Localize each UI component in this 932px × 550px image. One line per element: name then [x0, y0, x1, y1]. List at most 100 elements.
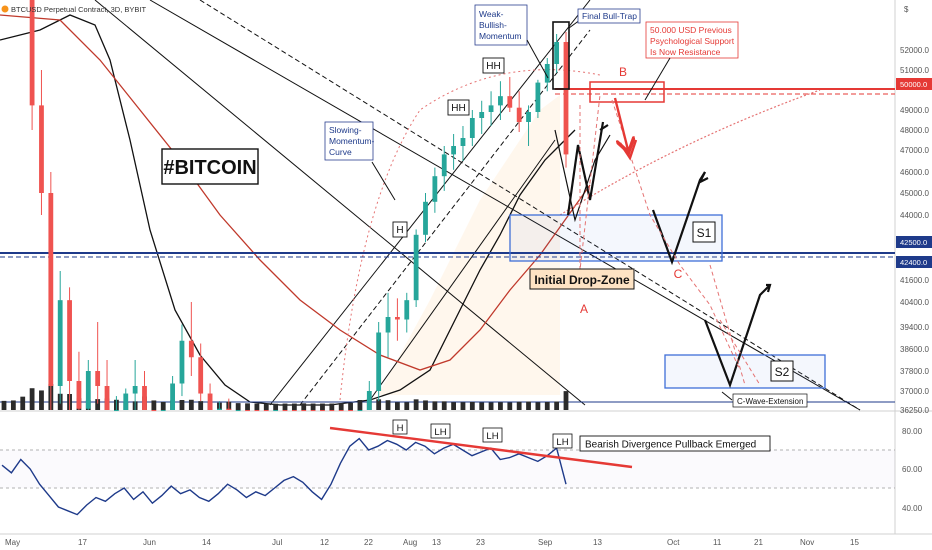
- price-axis-tick: 38600.0: [900, 345, 929, 354]
- candle-body: [554, 42, 560, 64]
- candle-body: [57, 300, 63, 386]
- title-text: #BITCOIN: [163, 157, 256, 179]
- volume-bar: [451, 402, 456, 410]
- annotation-title: #BITCOIN: [161, 148, 259, 185]
- arrow-b-head: [619, 139, 638, 161]
- symbol-logo-icon: [1, 5, 9, 13]
- svg-text:Slowing-: Slowing-: [329, 125, 362, 135]
- rsi-label-lh-1: LH: [430, 423, 451, 439]
- candle-body: [29, 0, 35, 106]
- svg-text:50.000 USD Previous: 50.000 USD Previous: [650, 25, 732, 35]
- volume-bar: [320, 403, 325, 410]
- svg-text:LH: LH: [486, 431, 498, 442]
- candle-body: [563, 42, 569, 155]
- price-axis-highlight: [896, 78, 932, 90]
- volume-bar: [460, 402, 466, 410]
- volume-bar: [245, 403, 250, 410]
- volume-bar: [395, 402, 400, 410]
- annotation-weak-bullish: Weak- Bullish- Momentum: [474, 4, 528, 46]
- candle-body: [507, 96, 513, 108]
- volume-bar: [348, 402, 353, 410]
- price-axis-tick: 37000.0: [900, 387, 929, 396]
- candle-body: [48, 193, 54, 386]
- candle-body: [338, 410, 344, 411]
- svg-text:HH: HH: [486, 61, 500, 72]
- wave-label-b: B: [619, 65, 627, 79]
- candle-body: [160, 410, 166, 411]
- candle-body: [310, 410, 316, 411]
- support-zone-s2[interactable]: [664, 354, 826, 389]
- svg-text:Bullish-: Bullish-: [479, 20, 507, 30]
- price-axis-tick: 51000.0: [900, 66, 929, 75]
- volume-bar: [188, 399, 194, 410]
- dotted-curve-upper: [339, 69, 601, 401]
- annotation-bearish-divergence: Bearish Divergence Pullback Emerged: [579, 435, 771, 452]
- arrow-b-down: [613, 97, 628, 150]
- time-axis-tick: Sep: [538, 538, 553, 547]
- support-zone-s1[interactable]: [509, 214, 723, 262]
- svg-text:Weak-: Weak-: [479, 9, 504, 19]
- price-axis-highlight: [896, 236, 932, 248]
- candle-body: [460, 138, 466, 146]
- resistance-zone-box[interactable]: [589, 81, 665, 103]
- candle-body: [516, 107, 522, 122]
- volume-bar: [263, 403, 269, 410]
- candle-body: [423, 201, 428, 235]
- time-axis-tick: Nov: [800, 538, 814, 547]
- candle-body: [235, 410, 241, 411]
- time-axis-tick: Aug: [403, 538, 417, 547]
- volume-bar: [95, 399, 101, 410]
- chart-header: BTCUSD Perpetual Contract, 3D, BYBIT: [1, 5, 146, 14]
- bull-trap-box[interactable]: [552, 21, 570, 90]
- rsi-band: [0, 450, 895, 488]
- svg-text:LH: LH: [434, 427, 446, 438]
- candle-body: [123, 393, 129, 410]
- svg-text:Momentum: Momentum: [479, 31, 522, 41]
- candle-body: [132, 386, 138, 394]
- time-axis-tick: 15: [850, 538, 859, 547]
- volume-bar: [432, 401, 438, 410]
- black-ma-line: [0, 14, 576, 406]
- candle-body: [273, 410, 279, 411]
- time-axis-tick: 17: [78, 538, 87, 547]
- initial-drop-zone-text: Initial Drop-Zone: [534, 273, 630, 287]
- time-axis-tick: Jul: [272, 538, 282, 547]
- volume-bar: [385, 400, 391, 410]
- candle-body: [479, 112, 485, 118]
- time-axis-tick: 23: [476, 538, 485, 547]
- volume-bar: [10, 400, 16, 410]
- rsi-label-lh-3: LH: [552, 433, 573, 449]
- weak-bullish-pointer: [526, 39, 549, 79]
- rsi-label-lh-2: LH: [482, 427, 503, 443]
- zone-label-s1: S1: [692, 221, 716, 243]
- annotation-c-wave-extension: C-Wave-Extension: [732, 393, 808, 408]
- candle-body: [291, 410, 297, 411]
- psych-pointer: [644, 57, 671, 101]
- price-axis-tick: 47000.0: [900, 146, 929, 155]
- rsi-line: [1, 437, 567, 516]
- price-axis-tick: 44000.0: [900, 211, 929, 220]
- volume-bar: [273, 403, 279, 410]
- time-axis-tick: 13: [432, 538, 441, 547]
- time-axis-tick: 14: [202, 538, 211, 547]
- candle-body: [441, 154, 447, 177]
- candle-body: [188, 340, 194, 358]
- pivot-label-h: H: [392, 221, 408, 238]
- svg-text:Momentum-: Momentum-: [329, 136, 375, 146]
- candle-body: [488, 105, 494, 112]
- candle-body: [198, 357, 204, 394]
- slowing-pointer: [371, 161, 396, 201]
- volume-bar: [29, 388, 35, 410]
- candle-body: [114, 410, 119, 411]
- volume-bar: [507, 402, 513, 410]
- svg-text:LH: LH: [556, 437, 568, 448]
- trend-lines: [94, 0, 861, 411]
- volume-bar: [254, 403, 260, 410]
- candle-body: [348, 410, 353, 411]
- volume-bar: [554, 401, 560, 410]
- volume-bar: [469, 402, 475, 410]
- volume-bar: [310, 403, 316, 410]
- volume-bar: [1, 400, 7, 410]
- price-axis-tick: 41600.0: [900, 276, 929, 285]
